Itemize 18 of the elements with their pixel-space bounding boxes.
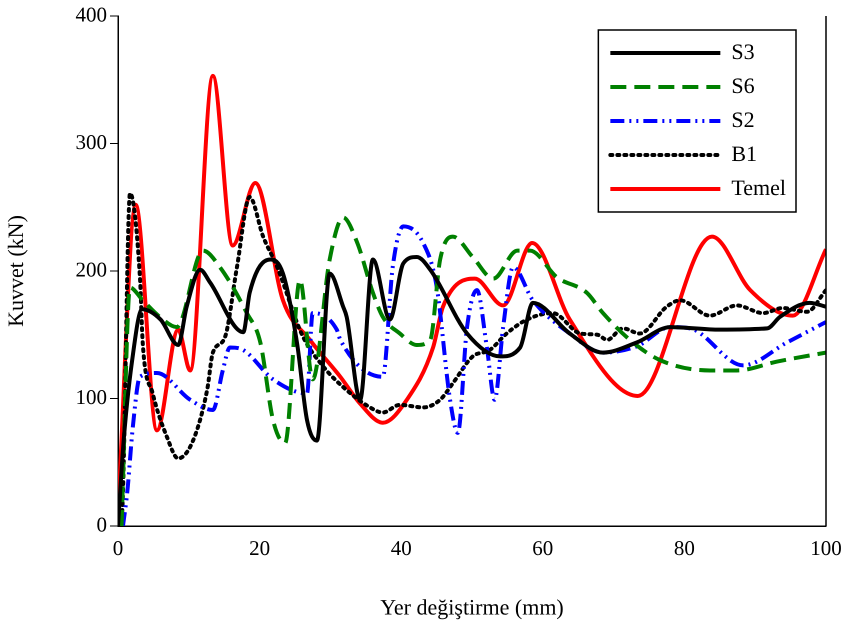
y-tick-label: 400: [76, 2, 107, 27]
legend-label: Temel: [731, 174, 786, 200]
y-tick-label: 0: [96, 512, 107, 537]
x-tick-label: 20: [249, 536, 270, 560]
x-tick-label: 60: [532, 536, 554, 560]
x-tick-label: 0: [112, 536, 124, 560]
legend-label: B1: [731, 140, 758, 166]
x-axis-title: Yer değiştirme (mm): [380, 594, 564, 620]
x-tick-label: 100: [810, 536, 842, 560]
x-tick-label: 40: [390, 536, 412, 560]
legend-label: S3: [731, 38, 755, 64]
y-axis-title: Kuvvet (kN): [2, 215, 28, 327]
legend-label: S6: [731, 72, 755, 98]
y-tick-label: 100: [76, 385, 107, 410]
y-tick-label: 200: [76, 258, 107, 282]
y-tick-label: 300: [76, 130, 107, 154]
legend-label: S2: [731, 106, 755, 132]
x-tick-label: 80: [674, 536, 695, 560]
